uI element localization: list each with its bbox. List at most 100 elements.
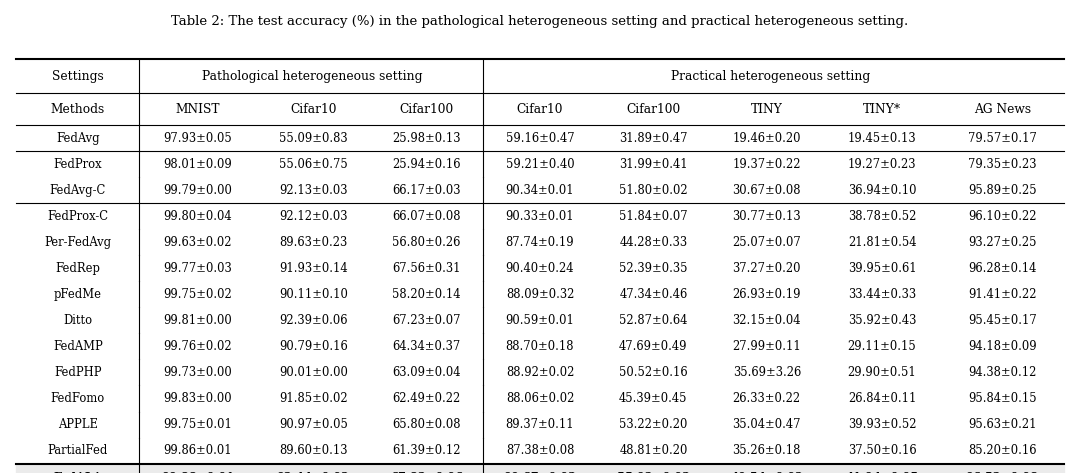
Text: 90.33±0.01: 90.33±0.01 [505, 210, 575, 223]
Text: 88.70±0.18: 88.70±0.18 [505, 340, 575, 353]
Text: 99.76±0.02: 99.76±0.02 [164, 340, 232, 353]
Text: 90.40±0.24: 90.40±0.24 [505, 262, 575, 275]
Text: 35.26±0.18: 35.26±0.18 [732, 444, 801, 457]
Text: 55.06±0.75: 55.06±0.75 [279, 158, 348, 171]
Text: Practical heterogeneous setting: Practical heterogeneous setting [672, 70, 870, 83]
Text: 95.89±0.25: 95.89±0.25 [968, 184, 1037, 197]
Text: 88.92±0.02: 88.92±0.02 [505, 366, 575, 379]
Text: 45.39±0.45: 45.39±0.45 [619, 392, 688, 405]
Text: FedProx: FedProx [54, 158, 103, 171]
Text: 95.63±0.21: 95.63±0.21 [968, 418, 1037, 431]
Text: 29.90±0.51: 29.90±0.51 [848, 366, 917, 379]
Text: 79.35±0.23: 79.35±0.23 [968, 158, 1037, 171]
Text: 66.17±0.03: 66.17±0.03 [392, 184, 461, 197]
Text: 95.45±0.17: 95.45±0.17 [968, 314, 1037, 327]
Text: 30.67±0.08: 30.67±0.08 [732, 184, 801, 197]
Text: Table 2: The test accuracy (%) in the pathological heterogeneous setting and pra: Table 2: The test accuracy (%) in the pa… [172, 15, 908, 28]
Text: 90.59±0.01: 90.59±0.01 [505, 314, 575, 327]
Text: FedFomo: FedFomo [51, 392, 105, 405]
Text: pFedMe: pFedMe [54, 288, 102, 301]
Text: 99.75±0.01: 99.75±0.01 [163, 418, 232, 431]
Text: 99.79±0.00: 99.79±0.00 [163, 184, 232, 197]
Text: 26.93±0.19: 26.93±0.19 [732, 288, 801, 301]
Text: 26.84±0.11: 26.84±0.11 [848, 392, 916, 405]
Text: FedProx-C: FedProx-C [48, 210, 108, 223]
Text: Ditto: Ditto [64, 314, 93, 327]
Text: 35.69±3.26: 35.69±3.26 [732, 366, 801, 379]
Text: 97.93±0.05: 97.93±0.05 [163, 132, 232, 145]
Text: 92.39±0.06: 92.39±0.06 [279, 314, 348, 327]
Text: 33.44±0.33: 33.44±0.33 [848, 288, 916, 301]
Text: Pathological heterogeneous setting: Pathological heterogeneous setting [202, 70, 422, 83]
Text: 93.27±0.25: 93.27±0.25 [968, 236, 1037, 249]
Text: 87.74±0.19: 87.74±0.19 [505, 236, 575, 249]
Text: 27.99±0.11: 27.99±0.11 [732, 340, 801, 353]
Text: 91.85±0.02: 91.85±0.02 [279, 392, 348, 405]
Text: Cifar10: Cifar10 [516, 103, 564, 116]
Text: 53.22±0.20: 53.22±0.20 [619, 418, 688, 431]
Text: 99.75±0.02: 99.75±0.02 [163, 288, 232, 301]
Text: 79.57±0.17: 79.57±0.17 [968, 132, 1037, 145]
Text: 59.16±0.47: 59.16±0.47 [505, 132, 575, 145]
Text: 19.27±0.23: 19.27±0.23 [848, 158, 916, 171]
Text: 88.09±0.32: 88.09±0.32 [505, 288, 575, 301]
Text: 90.11±0.10: 90.11±0.10 [279, 288, 348, 301]
Text: 91.41±0.22: 91.41±0.22 [968, 288, 1037, 301]
Text: 31.89±0.47: 31.89±0.47 [619, 132, 688, 145]
Text: 21.81±0.54: 21.81±0.54 [848, 236, 916, 249]
Text: 25.98±0.13: 25.98±0.13 [392, 132, 461, 145]
Text: 44.28±0.33: 44.28±0.33 [619, 236, 688, 249]
Text: Cifar100: Cifar100 [400, 103, 454, 116]
Text: FedAMP: FedAMP [53, 340, 103, 353]
Text: 63.09±0.04: 63.09±0.04 [392, 366, 461, 379]
Text: 30.77±0.13: 30.77±0.13 [732, 210, 801, 223]
Text: 39.95±0.61: 39.95±0.61 [848, 262, 916, 275]
Text: 90.01±0.00: 90.01±0.00 [279, 366, 348, 379]
Text: 51.84±0.07: 51.84±0.07 [619, 210, 688, 223]
Text: Settings: Settings [52, 70, 104, 83]
Text: 90.97±0.05: 90.97±0.05 [279, 418, 348, 431]
Text: 48.81±0.20: 48.81±0.20 [619, 444, 688, 457]
Text: 96.10±0.22: 96.10±0.22 [968, 210, 1037, 223]
Text: 19.46±0.20: 19.46±0.20 [732, 132, 801, 145]
Text: 88.06±0.02: 88.06±0.02 [505, 392, 575, 405]
Text: 95.84±0.15: 95.84±0.15 [968, 392, 1037, 405]
Text: 56.80±0.26: 56.80±0.26 [392, 236, 461, 249]
Text: Per-FedAvg: Per-FedAvg [44, 236, 111, 249]
Text: Cifar10: Cifar10 [289, 103, 337, 116]
Text: 99.63±0.02: 99.63±0.02 [164, 236, 232, 249]
Text: 39.93±0.52: 39.93±0.52 [848, 418, 916, 431]
Text: 19.37±0.22: 19.37±0.22 [732, 158, 801, 171]
Text: Cifar100: Cifar100 [626, 103, 680, 116]
Text: MNIST: MNIST [176, 103, 220, 116]
Text: FedRep: FedRep [55, 262, 100, 275]
Text: 99.81±0.00: 99.81±0.00 [163, 314, 232, 327]
Text: 32.15±0.04: 32.15±0.04 [732, 314, 801, 327]
Text: 55.09±0.83: 55.09±0.83 [279, 132, 348, 145]
Text: 61.39±0.12: 61.39±0.12 [392, 444, 461, 457]
Text: FedPHP: FedPHP [54, 366, 102, 379]
Text: 99.73±0.00: 99.73±0.00 [163, 366, 232, 379]
Text: 47.34±0.46: 47.34±0.46 [619, 288, 688, 301]
Text: 67.56±0.31: 67.56±0.31 [392, 262, 461, 275]
Text: 47.69±0.49: 47.69±0.49 [619, 340, 688, 353]
Text: 26.33±0.22: 26.33±0.22 [732, 392, 801, 405]
Text: 67.23±0.07: 67.23±0.07 [392, 314, 461, 327]
Text: 51.80±0.02: 51.80±0.02 [619, 184, 688, 197]
Text: 87.38±0.08: 87.38±0.08 [505, 444, 575, 457]
Text: 64.34±0.37: 64.34±0.37 [392, 340, 461, 353]
Text: 92.13±0.03: 92.13±0.03 [279, 184, 348, 197]
Text: 29.11±0.15: 29.11±0.15 [848, 340, 917, 353]
Text: 52.87±0.64: 52.87±0.64 [619, 314, 688, 327]
Text: 31.99±0.41: 31.99±0.41 [619, 158, 688, 171]
Text: 38.78±0.52: 38.78±0.52 [848, 210, 916, 223]
Text: FedAvg: FedAvg [56, 132, 99, 145]
Text: 35.04±0.47: 35.04±0.47 [732, 418, 801, 431]
Text: 52.39±0.35: 52.39±0.35 [619, 262, 688, 275]
Text: 50.52±0.16: 50.52±0.16 [619, 366, 688, 379]
Text: 94.38±0.12: 94.38±0.12 [968, 366, 1037, 379]
Text: 91.93±0.14: 91.93±0.14 [279, 262, 348, 275]
Text: 59.21±0.40: 59.21±0.40 [505, 158, 575, 171]
Text: FedAvg-C: FedAvg-C [50, 184, 106, 197]
Text: 65.80±0.08: 65.80±0.08 [392, 418, 461, 431]
